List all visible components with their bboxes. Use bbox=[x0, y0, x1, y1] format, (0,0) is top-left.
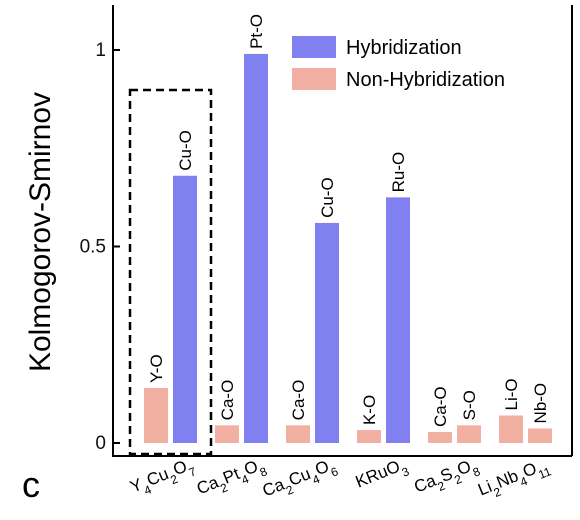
bar-label: Ca-O bbox=[431, 386, 450, 427]
y-tick-label: 0 bbox=[95, 433, 106, 454]
highlight-box bbox=[128, 88, 213, 456]
x-category-label: Ca2S2O8 bbox=[411, 454, 482, 502]
bar-label: Li-O bbox=[502, 378, 521, 410]
bars bbox=[144, 53, 552, 444]
x-category-label: KRuO3 bbox=[353, 454, 412, 497]
bar-cu-o bbox=[315, 222, 339, 443]
bar-ca-o bbox=[428, 431, 452, 443]
x-category-label: Ca2Cu4O6 bbox=[260, 454, 341, 506]
axis-frame bbox=[112, 5, 572, 457]
bar-pt-o bbox=[244, 53, 268, 444]
x-category-label: Ca2Pt4O8 bbox=[194, 454, 270, 504]
y-ticks: 00.51 bbox=[80, 40, 120, 454]
legend: Hybridization Non-Hybridization bbox=[292, 36, 505, 91]
bar-label: Cu-O bbox=[318, 177, 337, 218]
y-tick-label: 1 bbox=[95, 40, 106, 61]
bar-y-o bbox=[144, 387, 168, 443]
bar-label: Ru-O bbox=[389, 152, 408, 193]
bar-li-o bbox=[499, 415, 523, 443]
bar-s-o bbox=[457, 425, 481, 443]
x-category-label: Li2Nb4O11 bbox=[475, 454, 553, 505]
bar-ru-o bbox=[386, 197, 410, 443]
bar-label: Cu-O bbox=[176, 130, 195, 171]
legend-swatch bbox=[292, 68, 336, 90]
bar-label: Ca-O bbox=[289, 380, 308, 421]
bar-k-o bbox=[357, 430, 381, 443]
legend-label: Non-Hybridization bbox=[346, 69, 505, 91]
legend-swatch bbox=[292, 36, 336, 58]
x-category-label: Y4Cu2O7 bbox=[127, 454, 198, 502]
bar-label: S-O bbox=[460, 390, 479, 420]
axes bbox=[112, 5, 573, 457]
legend-label: Hybridization bbox=[346, 37, 462, 59]
y-axis-label: Kolmogorov-Smirnov bbox=[24, 92, 57, 372]
bar-ca-o bbox=[215, 425, 239, 443]
panel-label: c bbox=[22, 464, 40, 505]
bar-label: Pt-O bbox=[247, 14, 266, 49]
bar-cu-o bbox=[173, 175, 197, 443]
bar-nb-o bbox=[528, 428, 552, 443]
y-tick-label: 0.5 bbox=[80, 237, 106, 258]
bar-label: Ca-O bbox=[218, 380, 237, 421]
bar-label: K-O bbox=[360, 395, 379, 425]
bar-labels: Y-O Cu-O Ca-O Pt-O Ca-O Cu-O K-O Ru-O Ca-O S-O Li-… bbox=[147, 14, 550, 427]
bar-label: Y-O bbox=[147, 354, 166, 383]
bar-ca-o bbox=[286, 425, 310, 443]
bar-label: Nb-O bbox=[531, 383, 550, 424]
